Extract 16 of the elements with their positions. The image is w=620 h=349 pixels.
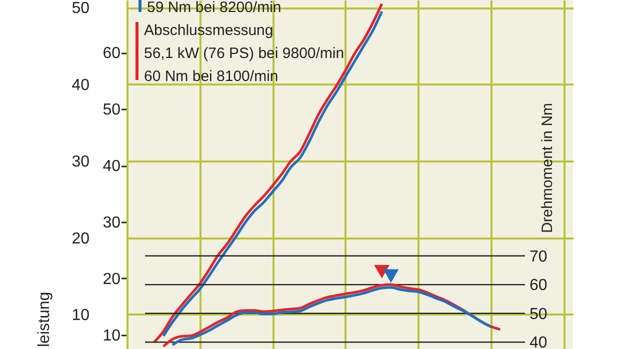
y2-tick-label: 70 [530,248,548,266]
y3-tick-label: 30 [102,214,121,232]
y-tick-label: 30 [72,154,90,171]
y3-tick-label: 10 [102,327,121,344]
y3-tick-label: 20 [102,270,121,288]
y3-tick-label: 60 [102,45,121,62]
y2-tick-label: 60 [530,277,548,294]
y-axis-title: leistung [36,292,53,347]
y3-tick-label: 40 [102,158,121,176]
y3-tick-label: 50 [102,102,121,119]
y-tick-label: 40 [72,76,90,94]
y-tick-label: 10 [72,306,90,324]
y2-tick-label: 40 [530,334,548,349]
y-tick-label: 50 [72,0,90,18]
y-tick-label: 20 [72,230,90,248]
y2-axis-title: Drehmoment in Nm [539,102,556,234]
